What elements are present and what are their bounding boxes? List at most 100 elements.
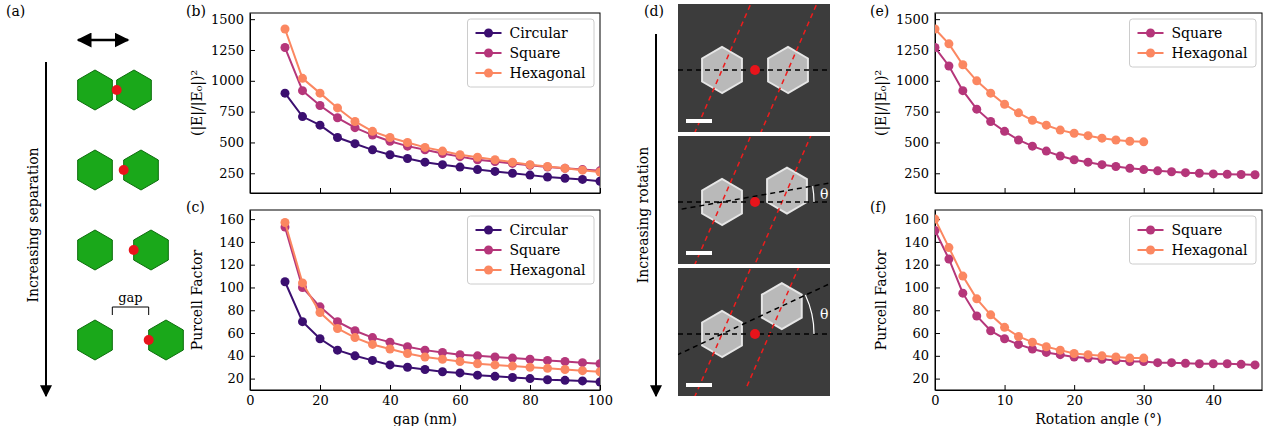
series-marker <box>456 357 465 366</box>
series-marker <box>316 101 325 110</box>
y-tick-label: 40 <box>912 348 929 363</box>
y-axis-line <box>250 211 251 391</box>
series-marker <box>368 127 377 136</box>
series-marker <box>281 277 290 286</box>
y-tick-label: 120 <box>219 257 244 272</box>
emitter <box>750 197 760 207</box>
x-tick: 80 <box>522 385 539 408</box>
x-axis-line <box>936 390 1263 391</box>
y-tick-mark <box>935 142 940 143</box>
legend-entry: Square <box>1138 25 1223 41</box>
x-tick: 20 <box>312 385 329 408</box>
series-marker <box>958 86 967 95</box>
series-marker <box>1111 135 1120 144</box>
plot-area <box>935 215 1260 370</box>
x-tick: 40 <box>1206 385 1223 408</box>
x-axis <box>936 188 1263 194</box>
legend-label: Hexagonal <box>510 262 586 278</box>
series-marker <box>1000 100 1009 109</box>
y-tick-mark <box>935 310 940 311</box>
y-tick: 80 <box>912 303 940 318</box>
x-tick-mark <box>1144 188 1145 193</box>
emitter <box>119 165 129 175</box>
series-marker <box>1181 168 1190 177</box>
series-marker <box>935 25 940 34</box>
series-marker <box>543 375 552 384</box>
y-tick-mark <box>250 379 255 380</box>
series-marker <box>473 351 482 360</box>
series-marker <box>543 356 552 365</box>
series-marker <box>986 310 995 319</box>
series-marker <box>281 218 290 227</box>
plot-area <box>281 25 601 186</box>
particle <box>134 230 169 270</box>
series-marker <box>473 359 482 368</box>
series-marker <box>403 138 412 147</box>
series-marker <box>473 153 482 162</box>
x-tick-label: 40 <box>1206 393 1223 408</box>
legend-label: Hexagonal <box>1172 45 1248 61</box>
gap-label: gap <box>118 290 142 305</box>
y-tick: 1500 <box>211 12 255 27</box>
y-tick-mark <box>935 379 940 380</box>
legend-entry: Hexagonal <box>476 65 586 81</box>
series-marker <box>386 344 395 353</box>
chart-panel: (e)250500750100012501500(|E|/|E₀|)²Squar… <box>870 3 1263 194</box>
series-marker <box>1237 360 1246 369</box>
series-marker <box>386 150 395 159</box>
series-marker <box>986 117 995 126</box>
series-marker <box>578 165 587 174</box>
emitter <box>750 65 760 75</box>
particle <box>117 70 152 110</box>
series-marker <box>456 368 465 377</box>
guide-line <box>687 4 757 132</box>
x-axis-title: gap (nm) <box>393 411 457 426</box>
series-marker <box>1111 352 1120 361</box>
series-marker <box>473 371 482 380</box>
sem-tile: θ <box>678 268 830 396</box>
series-marker <box>1097 160 1106 169</box>
y-tick-label: 1500 <box>896 12 929 27</box>
series-marker <box>491 372 500 381</box>
y-tick-label: 1500 <box>211 12 244 27</box>
angle-label: θ <box>820 186 828 202</box>
y-tick: 140 <box>219 235 255 250</box>
x-tick-mark <box>530 385 531 390</box>
y-tick-label: 140 <box>219 235 244 250</box>
series-line <box>935 219 1144 358</box>
y-axis-title: Purcell Factor <box>873 250 889 351</box>
series-marker <box>368 145 377 154</box>
series-line <box>285 227 600 364</box>
axis-line <box>678 181 830 211</box>
legend-marker <box>484 266 493 275</box>
y-tick: 1250 <box>211 43 255 58</box>
series-marker <box>1028 338 1037 347</box>
legend-entry: Hexagonal <box>1138 45 1248 61</box>
series-marker <box>986 326 995 335</box>
rotation-arrow <box>655 34 657 396</box>
x-tick: 20 <box>1066 385 1083 408</box>
legend-label: Hexagonal <box>1172 242 1248 258</box>
y-tick-mark <box>250 310 255 311</box>
y-axis-line <box>935 14 936 194</box>
series-marker <box>491 352 500 361</box>
y-tick-label: 1250 <box>211 43 244 58</box>
series-marker <box>1139 165 1148 174</box>
series-marker <box>526 161 535 170</box>
series-marker <box>281 89 290 98</box>
y-tick-mark <box>935 173 940 174</box>
series-marker <box>456 150 465 159</box>
panel-label: (b) <box>186 3 206 19</box>
legend-label: Circular <box>510 222 569 238</box>
sem-tile: θ <box>678 136 830 264</box>
series-marker <box>543 364 552 373</box>
x-tick <box>600 188 601 193</box>
x-axis-line <box>936 193 1263 194</box>
x-tick <box>390 188 391 193</box>
x-tick-label: 20 <box>312 393 329 408</box>
particle <box>78 150 113 190</box>
legend-entry: Hexagonal <box>476 262 586 278</box>
y-tick: 60 <box>912 326 940 341</box>
legend-box <box>468 216 594 284</box>
separation-arrow <box>45 62 47 396</box>
